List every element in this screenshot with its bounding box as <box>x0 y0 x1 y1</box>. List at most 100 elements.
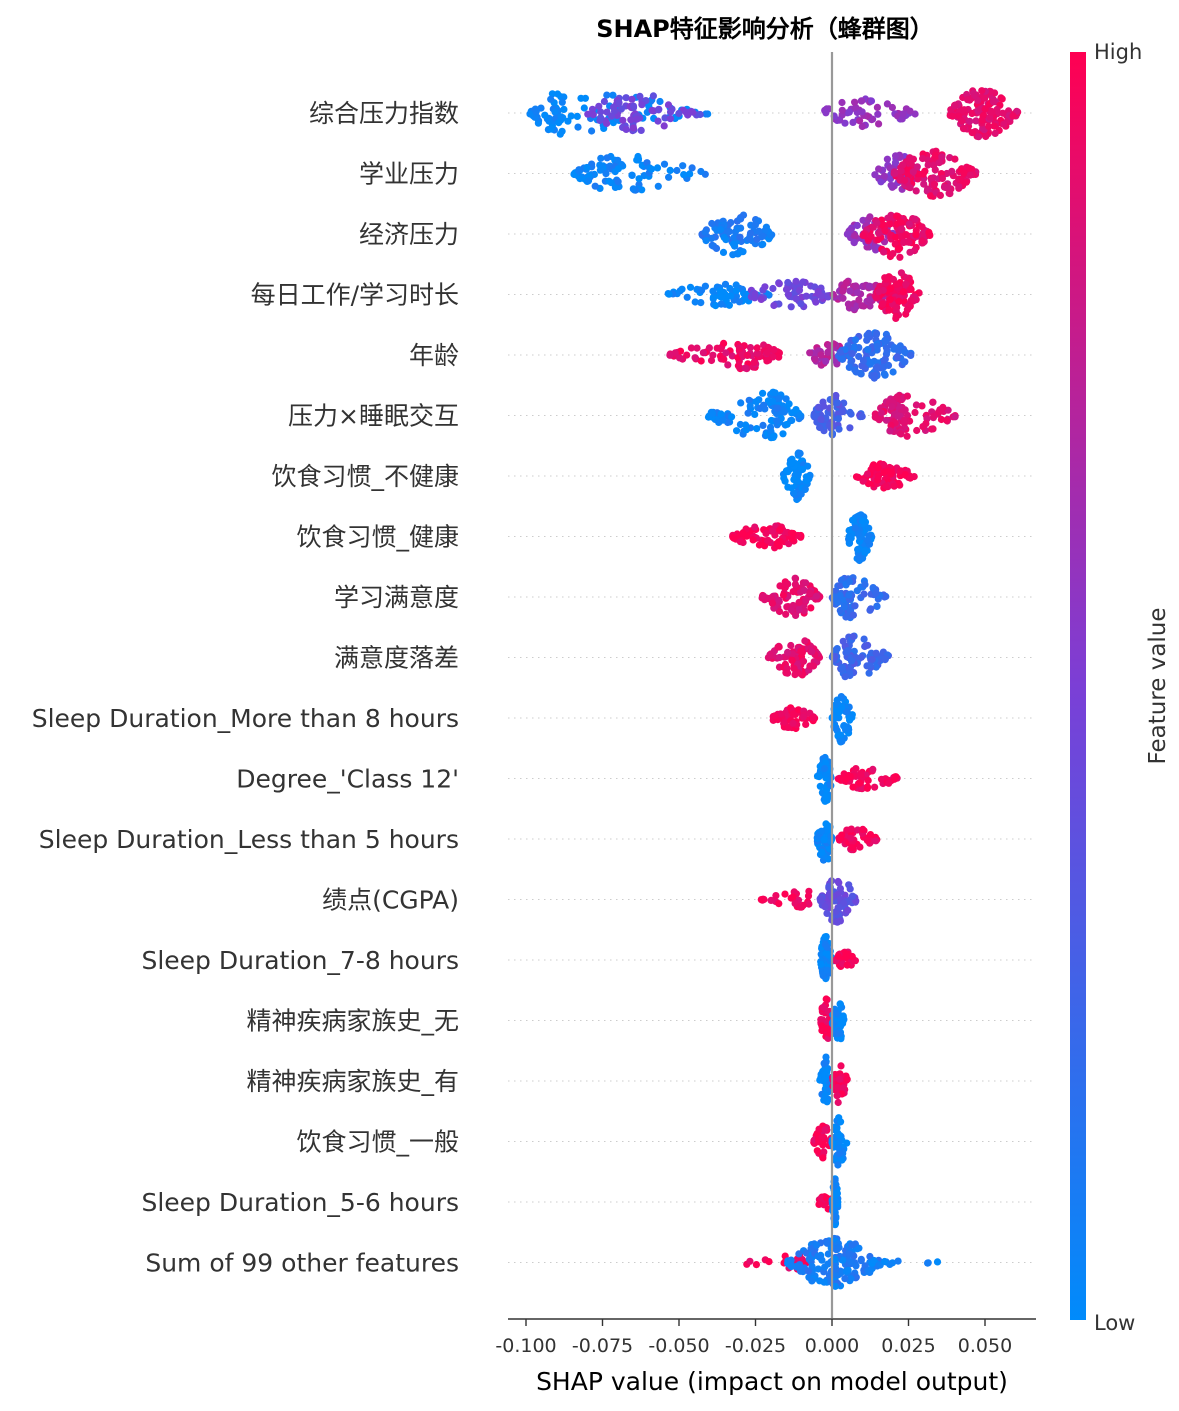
shap-point <box>768 599 777 607</box>
shap-point <box>800 607 808 615</box>
shap-point <box>597 154 605 162</box>
shap-point <box>635 175 643 183</box>
shap-point <box>836 348 844 356</box>
x-tick-label: 0.025 <box>881 1335 935 1357</box>
shap-point <box>653 164 662 172</box>
shap-point <box>887 175 895 183</box>
shap-point <box>680 171 688 179</box>
shap-point <box>856 117 864 125</box>
shap-point <box>733 427 741 435</box>
shap-point <box>835 425 843 433</box>
shap-point <box>960 169 969 177</box>
feature-label: 综合压力指数 <box>309 99 459 128</box>
shap-point <box>722 349 730 357</box>
shap-point <box>889 368 897 376</box>
shap-point <box>708 409 717 417</box>
shap-point <box>872 663 880 671</box>
shap-point <box>852 473 861 481</box>
shap-point <box>936 406 944 414</box>
shap-point <box>903 392 912 400</box>
shap-point <box>787 1262 795 1271</box>
shap-point <box>863 336 871 344</box>
shap-point <box>911 408 919 417</box>
shap-point <box>619 116 627 124</box>
shap-point <box>796 449 804 457</box>
shap-point <box>905 220 914 228</box>
shap-point <box>750 358 758 366</box>
shap-point <box>838 355 846 363</box>
shap-point <box>880 172 888 180</box>
shap-point <box>802 720 810 729</box>
shap-point <box>725 228 733 236</box>
shap-point <box>924 187 932 195</box>
shap-point <box>845 577 854 586</box>
shap-point <box>951 413 959 421</box>
shap-point <box>873 219 881 227</box>
shap-point <box>913 163 921 171</box>
shap-point <box>907 351 915 359</box>
shap-point <box>918 402 926 410</box>
shap-point <box>836 581 845 590</box>
shap-point <box>589 111 597 119</box>
shap-point <box>791 671 799 679</box>
shap-point <box>736 215 744 223</box>
shap-point <box>960 106 968 114</box>
shap-point <box>893 212 901 220</box>
shap-point <box>835 1149 843 1157</box>
shap-point <box>814 288 822 296</box>
shap-point <box>580 104 588 112</box>
shap-point <box>909 168 917 176</box>
shap-point <box>705 344 714 352</box>
shap-point <box>775 596 783 605</box>
shap-point <box>603 154 611 162</box>
shap-point <box>870 1256 878 1265</box>
shap-point <box>597 108 605 116</box>
shap-point <box>784 648 792 657</box>
shap-point <box>807 604 815 612</box>
shap-point <box>774 643 782 651</box>
shap-point <box>924 161 932 169</box>
shap-point <box>791 574 799 582</box>
shap-point <box>759 421 767 429</box>
shap-point <box>898 225 906 233</box>
shap-point <box>858 412 866 421</box>
shap-point <box>804 462 812 470</box>
shap-point <box>835 903 843 912</box>
shap-point <box>789 893 797 901</box>
shap-point <box>575 167 583 175</box>
shap-point <box>853 302 861 310</box>
shap-point <box>895 297 903 305</box>
shap-point <box>787 641 795 650</box>
shap-point <box>720 355 728 363</box>
shap-point <box>736 364 744 372</box>
shap-point <box>732 287 740 295</box>
shap-point <box>545 117 553 125</box>
shap-point <box>899 161 907 169</box>
shap-point <box>574 123 582 131</box>
shap-point <box>775 394 783 403</box>
shap-point <box>1009 112 1017 120</box>
shap-point <box>863 470 872 478</box>
shap-point <box>808 1277 816 1285</box>
shap-point <box>897 218 905 226</box>
shap-point <box>848 844 856 852</box>
shap-point <box>717 410 725 418</box>
shap-point <box>816 782 824 790</box>
shap-point <box>886 295 894 304</box>
shap-point <box>912 231 920 239</box>
shap-point <box>897 167 905 175</box>
shap-point <box>802 1249 811 1257</box>
shap-point <box>930 161 938 169</box>
shap-point <box>622 94 630 102</box>
shap-point <box>789 719 797 727</box>
shap-point <box>886 427 894 435</box>
shap-point <box>882 275 890 283</box>
shap-point <box>729 533 737 542</box>
feature-label: 饮食习惯_一般 <box>296 1128 459 1157</box>
shap-point <box>763 348 771 357</box>
shap-point <box>602 170 610 178</box>
shap-point <box>683 293 691 301</box>
shap-point <box>792 611 800 620</box>
shap-point <box>985 122 993 130</box>
shap-point <box>964 96 972 104</box>
